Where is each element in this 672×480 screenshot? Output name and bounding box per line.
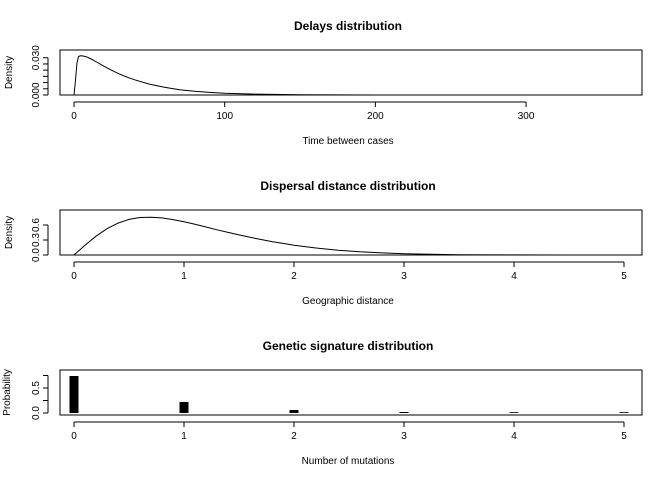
- x-tick-label: 5: [621, 271, 627, 282]
- x-axis-label: Time between cases: [302, 136, 393, 147]
- bar: [399, 412, 409, 413]
- x-tick-label: 3: [401, 271, 407, 282]
- bar: [69, 376, 79, 413]
- y-tick-label: 0.6: [31, 218, 42, 232]
- x-axis-label: Number of mutations: [302, 456, 395, 467]
- x-tick-label: 300: [518, 111, 535, 122]
- y-axis-label: Probability: [2, 369, 13, 416]
- bar: [509, 412, 519, 413]
- y-axis: 0.00.30.6: [31, 218, 49, 262]
- x-tick-label: 0: [71, 431, 77, 442]
- bars: [69, 376, 629, 413]
- y-tick-label: 0.0: [31, 248, 42, 262]
- plot-frame: [59, 49, 643, 96]
- x-tick-label: 5: [621, 431, 627, 442]
- y-tick-label: 0.3: [31, 233, 42, 247]
- y-axis: 0.000 0.030: [31, 45, 49, 108]
- y-axis-label: Density: [4, 56, 15, 89]
- x-tick-label: 2: [291, 431, 297, 442]
- y-axis-label: Density: [4, 216, 15, 249]
- plot-frame: [59, 209, 643, 256]
- chart-title: Delays distribution: [294, 19, 402, 33]
- chart-title: Dispersal distance distribution: [260, 179, 435, 193]
- x-tick-label: 1: [181, 431, 187, 442]
- x-tick-label: 1: [181, 271, 187, 282]
- x-axis-label: Geographic distance: [302, 296, 394, 307]
- x-tick-label: 4: [511, 431, 517, 442]
- plot-frame: [59, 369, 643, 416]
- x-axis: 0 1 2 3 4 5: [71, 261, 627, 282]
- density-curve: [73, 55, 624, 96]
- x-tick-label: 100: [216, 111, 233, 122]
- x-axis: 0 1 2 3 4 5: [71, 421, 627, 442]
- bar: [179, 402, 189, 413]
- panel-genetic: Genetic signature distribution Probabili…: [2, 339, 643, 467]
- y-axis: 0.0 0.5: [31, 375, 49, 420]
- x-tick-label: 3: [401, 431, 407, 442]
- y-tick-label: 0.000: [31, 82, 42, 107]
- y-tick-label: 0.5: [31, 381, 42, 395]
- y-tick-label: 0.0: [31, 406, 42, 420]
- x-tick-label: 200: [367, 111, 384, 122]
- panel-dispersal: Dispersal distance distribution Density …: [4, 179, 643, 307]
- bar: [619, 412, 629, 413]
- chart-title: Genetic signature distribution: [263, 339, 434, 353]
- y-tick-label: 0.030: [31, 45, 42, 70]
- density-curve: [73, 216, 624, 256]
- x-axis: 0 100 200 300: [71, 101, 535, 122]
- panel-delays: Delays distribution Density Time between…: [4, 19, 643, 147]
- bar: [289, 410, 299, 413]
- x-tick-label: 0: [71, 111, 77, 122]
- x-tick-label: 0: [71, 271, 77, 282]
- x-tick-label: 2: [291, 271, 297, 282]
- x-tick-label: 4: [511, 271, 517, 282]
